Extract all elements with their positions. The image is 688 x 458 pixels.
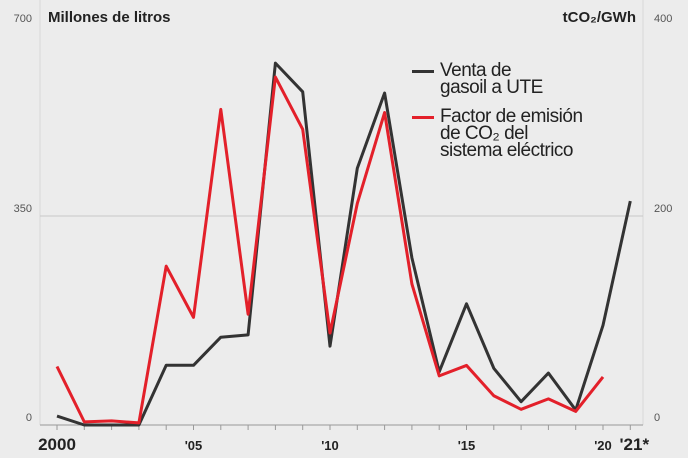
x-tick-label: '20 <box>594 438 612 453</box>
y2-tick-label: 200 <box>654 203 672 215</box>
x-tick-label: '21* <box>620 435 650 454</box>
legend-label: Venta de gasoil a UTE <box>440 60 543 98</box>
x-tick-label: '10 <box>321 438 339 453</box>
x-tick-label: '05 <box>185 438 203 453</box>
legend: Venta de gasoil a UTE Factor de emisión d… <box>412 60 630 171</box>
legend-label: Factor de emisión de CO₂ del sistema elé… <box>440 106 583 161</box>
legend-swatch <box>412 70 434 73</box>
y2-tick-label: 0 <box>654 412 660 424</box>
y-axis-label: Millones de litros <box>48 9 171 26</box>
y-tick-label: 0 <box>26 412 32 424</box>
legend-item: Factor de emisión de CO₂ del sistema elé… <box>412 106 590 161</box>
legend-swatch <box>412 116 434 119</box>
x-tick-label: 2000 <box>38 435 76 454</box>
y-tick-label: 700 <box>14 13 32 25</box>
legend-item: Venta de gasoil a UTE <box>412 60 560 98</box>
series-line <box>55 75 605 425</box>
y2-tick-label: 400 <box>654 13 672 25</box>
y2-axis-label: tCO₂/GWh <box>563 9 636 26</box>
series-line <box>56 61 632 427</box>
y-tick-label: 350 <box>14 203 32 215</box>
x-tick-label: '15 <box>458 438 476 453</box>
